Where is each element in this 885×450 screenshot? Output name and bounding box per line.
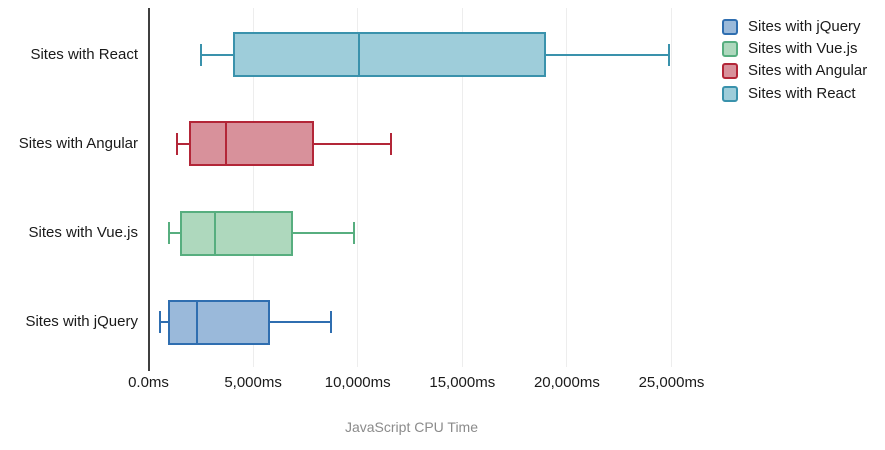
legend-swatch-icon: [722, 63, 738, 80]
y-axis-label: Sites with Vue.js: [28, 224, 139, 242]
legend-item-label: Sites with jQuery: [748, 17, 861, 35]
whisker-cap-min: [175, 132, 178, 155]
x-tick-label: 10,000ms: [324, 374, 391, 391]
x-axis-title: JavaScript CPU Time: [344, 419, 479, 435]
whisker-line-left: [176, 142, 189, 145]
legend-item-label: Sites with Angular: [748, 62, 868, 80]
boxplot-box[interactable]: [179, 210, 294, 256]
y-axis-label: Sites with jQuery: [25, 313, 138, 331]
x-tick-label: 15,000ms: [429, 374, 496, 391]
whisker-line-right: [545, 53, 670, 56]
whisker-line-right: [313, 142, 392, 145]
whisker-line-right: [293, 232, 354, 235]
legend-swatch-icon: [722, 85, 738, 102]
legend-swatch-icon: [722, 40, 738, 57]
y-axis-label: Sites with Angular: [18, 134, 138, 152]
whisker-line-left: [200, 53, 234, 56]
legend-item-label: Sites with Vue.js: [748, 39, 858, 57]
boxplot-box[interactable]: [188, 121, 314, 167]
legend-item-label: Sites with React: [748, 84, 856, 102]
legend-item[interactable]: Sites with Vue.js: [722, 39, 858, 59]
whisker-cap-max: [352, 222, 355, 245]
whisker-line-right: [269, 321, 332, 324]
median-line: [357, 34, 360, 76]
legend-item[interactable]: Sites with React: [722, 84, 856, 104]
median-line: [195, 301, 198, 343]
whisker-cap-max: [330, 311, 333, 334]
gridline: [566, 8, 568, 367]
y-axis-line: [147, 8, 150, 371]
whisker-line-left: [169, 232, 180, 235]
whisker-cap-max: [668, 43, 671, 66]
legend-item[interactable]: Sites with jQuery: [722, 17, 861, 37]
gridline: [357, 8, 359, 367]
x-tick-label: 5,000ms: [224, 374, 282, 391]
gridline: [461, 8, 463, 367]
whisker-cap-min: [159, 311, 161, 334]
median-line: [214, 212, 217, 254]
gridline: [252, 8, 254, 367]
legend-swatch-icon: [722, 18, 738, 35]
whisker-line-left: [160, 321, 168, 324]
whisker-cap-min: [168, 222, 171, 245]
whisker-cap-max: [390, 132, 393, 155]
gridline: [671, 8, 672, 367]
boxplot-box[interactable]: [167, 299, 270, 345]
x-tick-label: 20,000ms: [533, 374, 600, 391]
legend-item[interactable]: Sites with Angular: [722, 61, 867, 81]
legend: Sites with jQuery Sites with Vue.js Sites …: [712, 0, 885, 120]
whisker-cap-min: [199, 43, 202, 66]
boxplot-box[interactable]: [233, 32, 546, 78]
x-tick-label: 0.0ms: [128, 374, 169, 391]
y-axis-label: Sites with React: [30, 45, 138, 63]
x-tick-label: 25,000ms: [638, 374, 705, 391]
median-line: [224, 123, 227, 165]
